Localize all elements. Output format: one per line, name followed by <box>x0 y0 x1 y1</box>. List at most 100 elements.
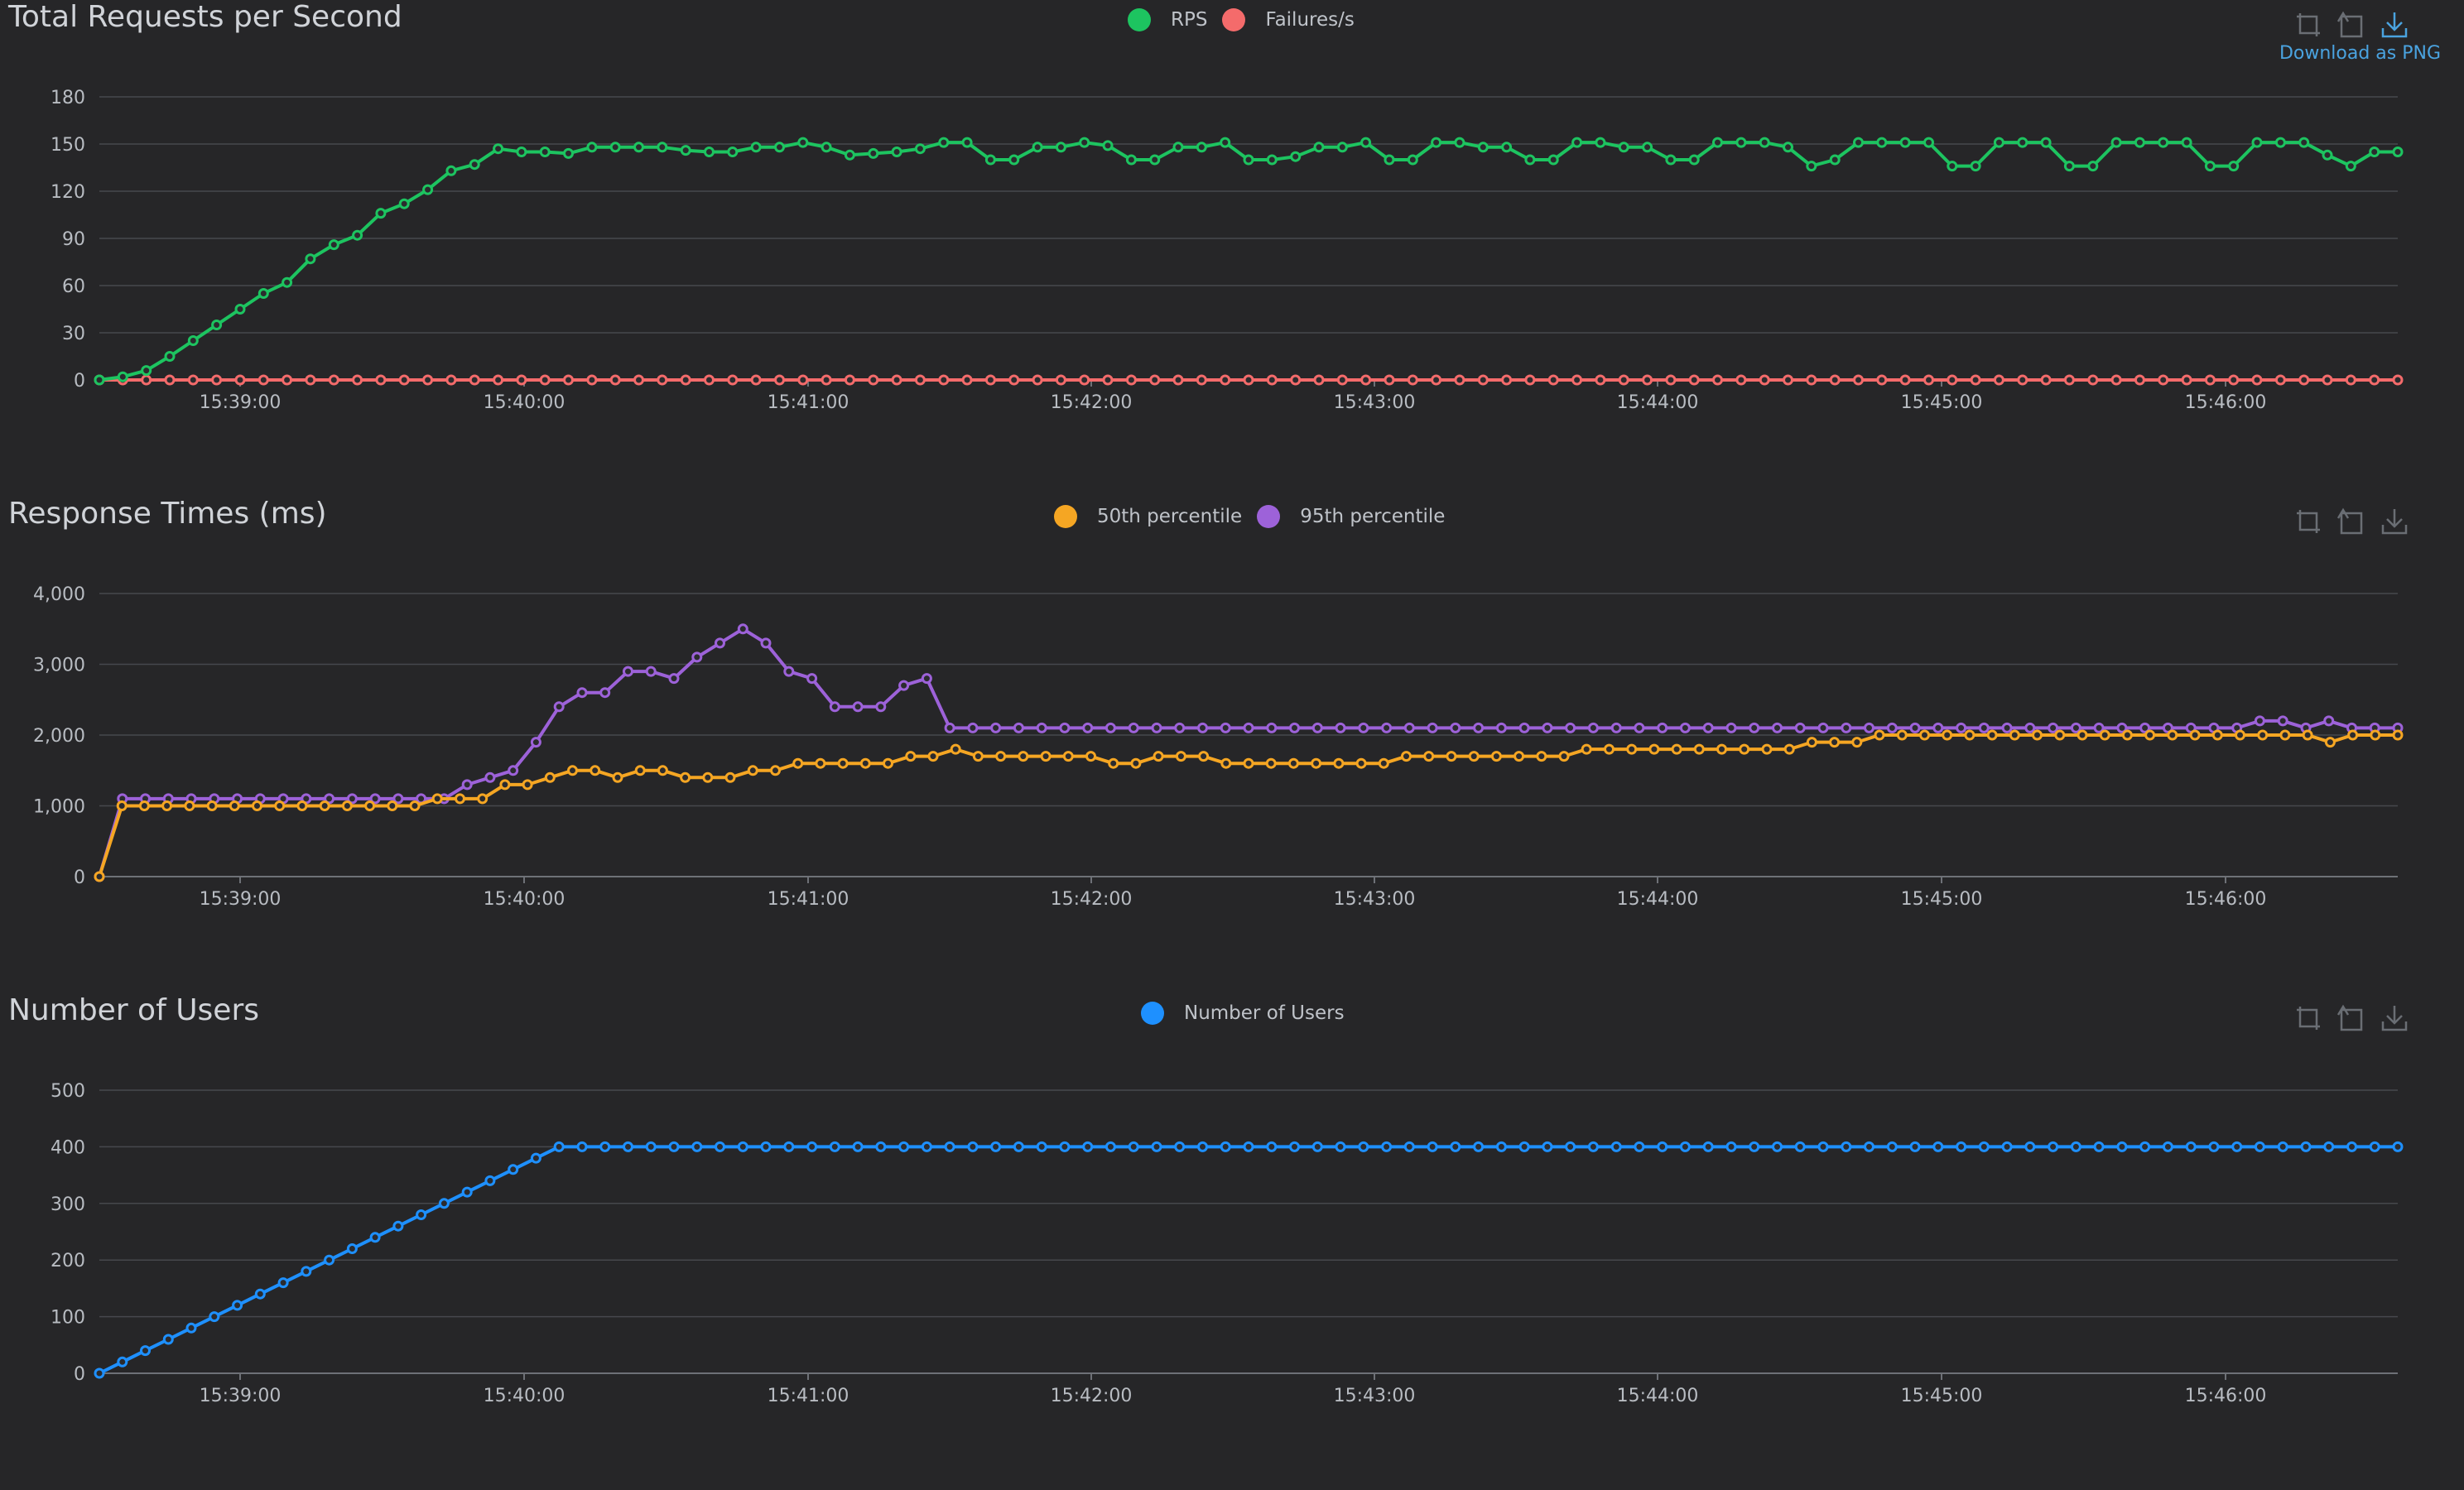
data-point[interactable] <box>141 374 152 386</box>
data-point[interactable] <box>277 1277 289 1289</box>
data-point[interactable] <box>1197 722 1208 733</box>
data-point[interactable] <box>668 673 680 685</box>
data-point[interactable] <box>1198 751 1210 762</box>
legend-item-users[interactable]: Number of Users <box>1141 1002 1345 1025</box>
data-point[interactable] <box>2001 1141 2013 1152</box>
data-point[interactable] <box>2139 1141 2151 1152</box>
data-point[interactable] <box>1062 751 1074 762</box>
data-point[interactable] <box>2251 374 2263 386</box>
data-point[interactable] <box>1220 757 1232 769</box>
data-point[interactable] <box>1688 154 1700 166</box>
data-point[interactable] <box>797 137 809 148</box>
data-point[interactable] <box>1355 757 1367 769</box>
data-point[interactable] <box>1336 374 1348 386</box>
data-point[interactable] <box>1679 1141 1691 1152</box>
data-point[interactable] <box>469 374 480 386</box>
data-point[interactable] <box>282 276 293 288</box>
data-point[interactable] <box>1036 1141 1047 1152</box>
data-point[interactable] <box>1772 722 1783 733</box>
data-point[interactable] <box>2345 161 2356 172</box>
data-point[interactable] <box>806 1141 818 1152</box>
data-point[interactable] <box>1547 374 1559 386</box>
data-point[interactable] <box>724 771 736 783</box>
data-point[interactable] <box>1335 722 1346 733</box>
data-point[interactable] <box>1923 137 1934 148</box>
data-point[interactable] <box>1055 142 1066 153</box>
data-point[interactable] <box>2277 1141 2288 1152</box>
data-point[interactable] <box>2345 374 2356 386</box>
data-point[interactable] <box>852 1141 864 1152</box>
data-point[interactable] <box>2063 161 2075 172</box>
data-point[interactable] <box>1175 751 1186 762</box>
data-point[interactable] <box>94 1367 105 1379</box>
data-point[interactable] <box>1642 374 1653 386</box>
data-point[interactable] <box>1381 1141 1393 1152</box>
data-point[interactable] <box>760 1141 772 1152</box>
data-point[interactable] <box>1595 374 1606 386</box>
data-point[interactable] <box>2040 137 2052 148</box>
data-point[interactable] <box>346 1243 358 1254</box>
data-point[interactable] <box>914 374 926 386</box>
data-point[interactable] <box>1358 1141 1369 1152</box>
data-point[interactable] <box>352 229 363 241</box>
data-point[interactable] <box>375 208 387 219</box>
data-point[interactable] <box>2254 1141 2265 1152</box>
data-point[interactable] <box>1923 374 1934 386</box>
data-point[interactable] <box>2116 722 2128 733</box>
download-button[interactable] <box>2380 1003 2409 1033</box>
data-point[interactable] <box>1311 757 1322 769</box>
data-point[interactable] <box>431 793 443 805</box>
data-point[interactable] <box>563 374 574 386</box>
data-point[interactable] <box>1360 374 1372 386</box>
data-point[interactable] <box>1716 743 1727 755</box>
data-point[interactable] <box>750 142 762 153</box>
data-point[interactable] <box>1501 142 1513 153</box>
data-point[interactable] <box>1688 374 1700 386</box>
data-point[interactable] <box>324 1254 335 1266</box>
data-point[interactable] <box>1102 140 1114 151</box>
data-point[interactable] <box>1079 374 1090 386</box>
data-point[interactable] <box>1266 1141 1278 1152</box>
data-point[interactable] <box>484 771 496 783</box>
data-point[interactable] <box>2370 729 2381 741</box>
data-point[interactable] <box>1610 722 1622 733</box>
data-point[interactable] <box>1542 1141 1553 1152</box>
data-point[interactable] <box>229 800 240 811</box>
data-point[interactable] <box>2228 161 2240 172</box>
data-point[interactable] <box>747 765 758 776</box>
data-point[interactable] <box>1558 751 1570 762</box>
data-point[interactable] <box>1477 142 1489 153</box>
data-point[interactable] <box>645 1141 657 1152</box>
data-point[interactable] <box>1384 154 1395 166</box>
data-point[interactable] <box>1172 374 1184 386</box>
data-point[interactable] <box>704 374 715 386</box>
data-point[interactable] <box>1289 1141 1300 1152</box>
data-point[interactable] <box>1220 722 1231 733</box>
data-point[interactable] <box>1266 722 1278 733</box>
data-point[interactable] <box>2369 1141 2380 1152</box>
data-point[interactable] <box>530 737 541 748</box>
data-point[interactable] <box>1055 374 1066 386</box>
data-point[interactable] <box>657 374 668 386</box>
data-point[interactable] <box>252 800 262 811</box>
data-point[interactable] <box>783 666 795 677</box>
data-point[interactable] <box>1243 722 1254 733</box>
data-point[interactable] <box>1333 757 1345 769</box>
data-point[interactable] <box>990 1141 1002 1152</box>
data-point[interactable] <box>499 779 511 791</box>
data-point[interactable] <box>774 374 785 386</box>
data-point[interactable] <box>770 765 781 776</box>
data-point[interactable] <box>516 147 527 157</box>
data-point[interactable] <box>1964 729 1976 741</box>
data-point[interactable] <box>1174 722 1186 733</box>
data-point[interactable] <box>508 1164 519 1175</box>
data-point[interactable] <box>2139 722 2151 733</box>
data-point[interactable] <box>1761 743 1773 755</box>
data-point[interactable] <box>2134 137 2145 148</box>
data-point[interactable] <box>797 374 809 386</box>
data-point[interactable] <box>1932 722 1944 733</box>
data-point[interactable] <box>187 335 199 346</box>
data-point[interactable] <box>232 1300 243 1311</box>
data-point[interactable] <box>1735 137 1747 148</box>
data-point[interactable] <box>2070 722 2081 733</box>
